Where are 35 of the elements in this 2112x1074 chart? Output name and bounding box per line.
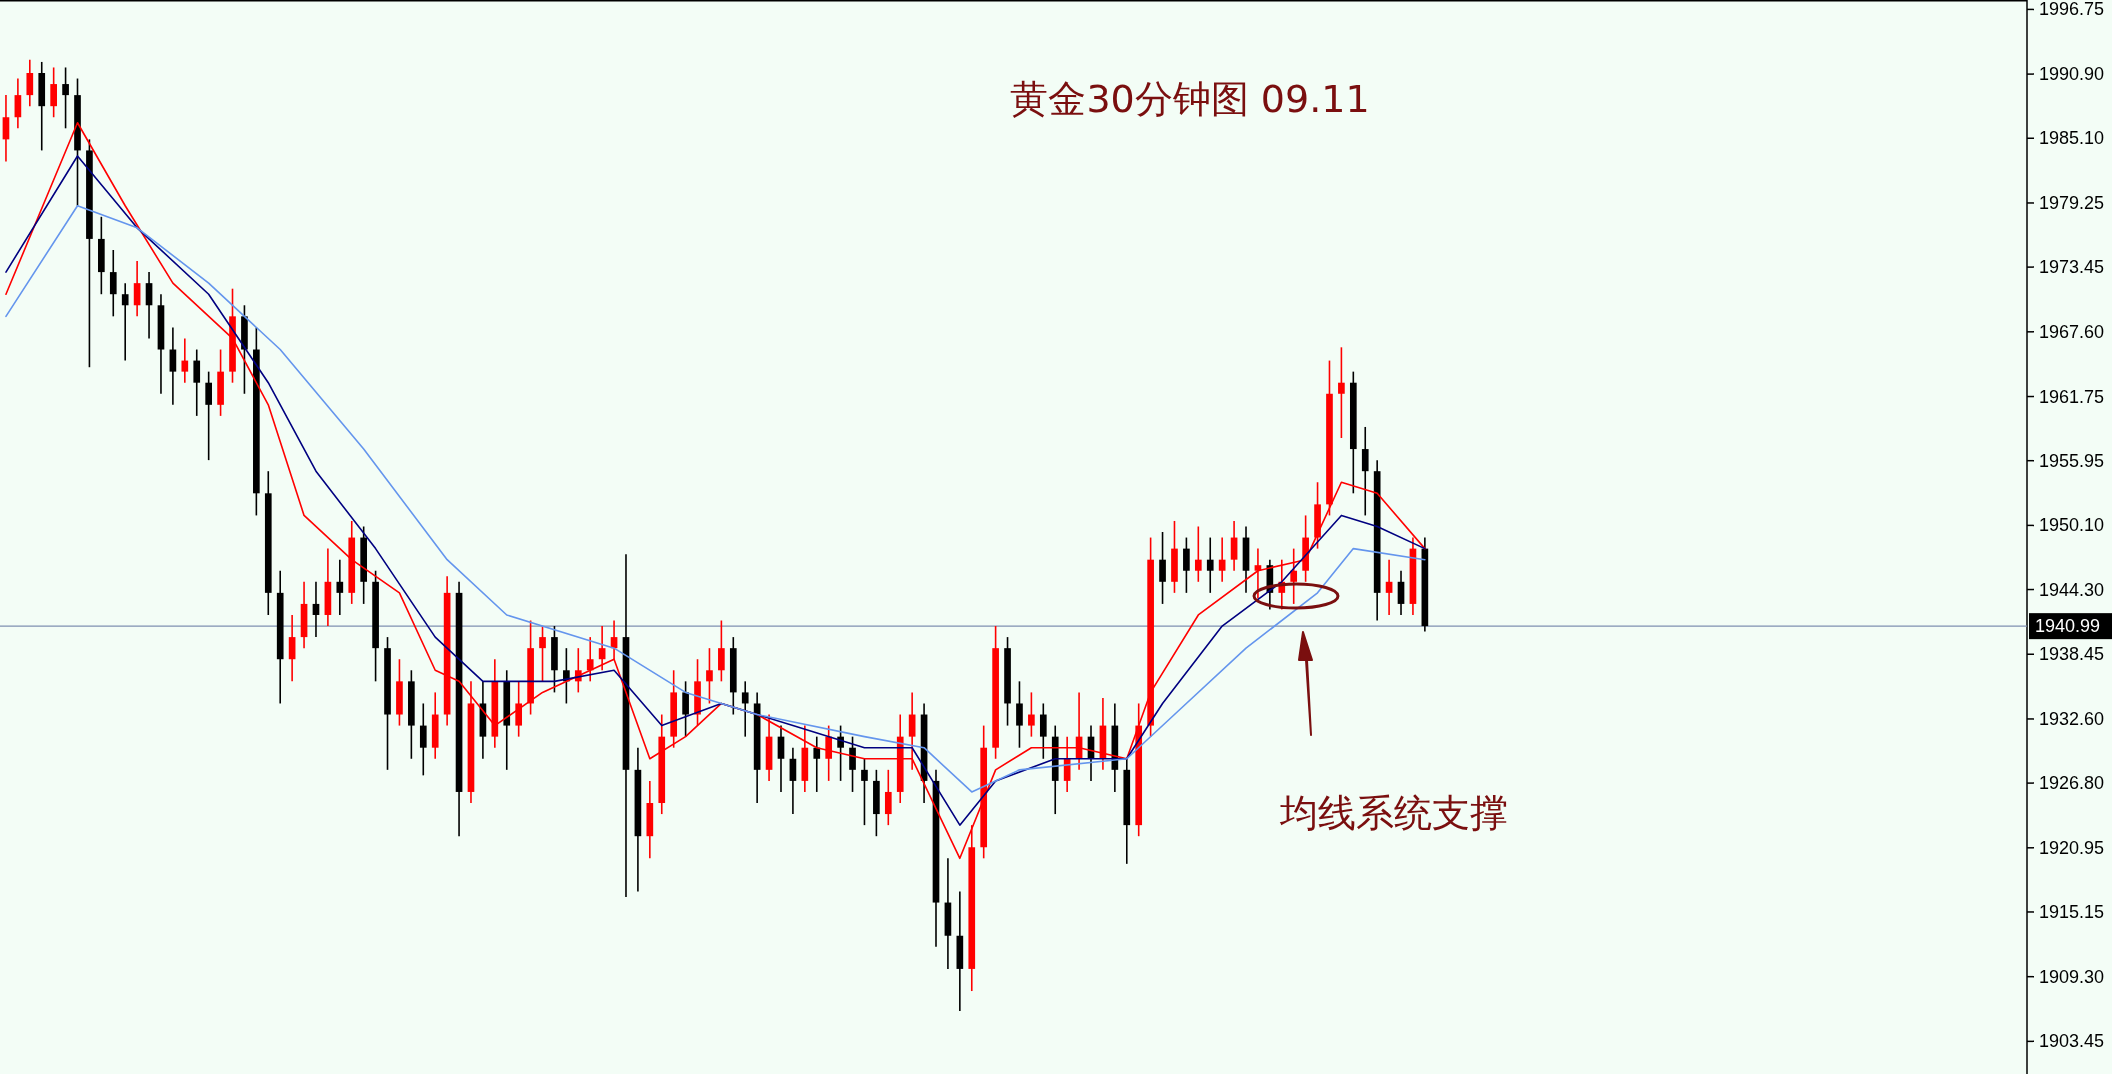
candlestick: [884, 769, 892, 826]
candlestick: [1194, 525, 1202, 583]
candlestick: [1183, 536, 1190, 594]
candlestick: [1016, 680, 1023, 749]
candlestick: [682, 680, 689, 738]
candlestick: [1206, 536, 1214, 594]
candlestick: [336, 558, 344, 616]
candlestick: [1159, 531, 1166, 605]
candlestick: [1361, 426, 1369, 517]
candlestick: [741, 680, 749, 738]
candlestick: [181, 337, 189, 384]
candlestick: [62, 66, 69, 130]
candlestick: [706, 647, 713, 705]
candlestick: [26, 58, 34, 107]
candlestick: [539, 625, 546, 683]
candlestick: [849, 735, 856, 793]
title: 黄金30分钟图 09.11: [1010, 77, 1370, 121]
candlestick: [50, 66, 57, 119]
candlestick: [205, 370, 212, 461]
candlestick: [718, 619, 725, 683]
annotation: 均线系统支撑: [1280, 791, 1508, 835]
candlestick: [515, 680, 523, 738]
candlestick: [121, 282, 129, 362]
candlestick: [825, 724, 833, 782]
candlestick: [813, 735, 821, 793]
candlestick: [193, 348, 201, 417]
candlestick: [419, 702, 427, 777]
candlestick: [1028, 691, 1035, 738]
candlestick: [1218, 536, 1226, 583]
candlestick: [1338, 346, 1345, 439]
candlestick: [1290, 547, 1298, 605]
candlestick: [586, 636, 594, 683]
candlestick: [1039, 702, 1047, 760]
candlestick: [109, 249, 117, 318]
candlestick: [861, 757, 868, 826]
